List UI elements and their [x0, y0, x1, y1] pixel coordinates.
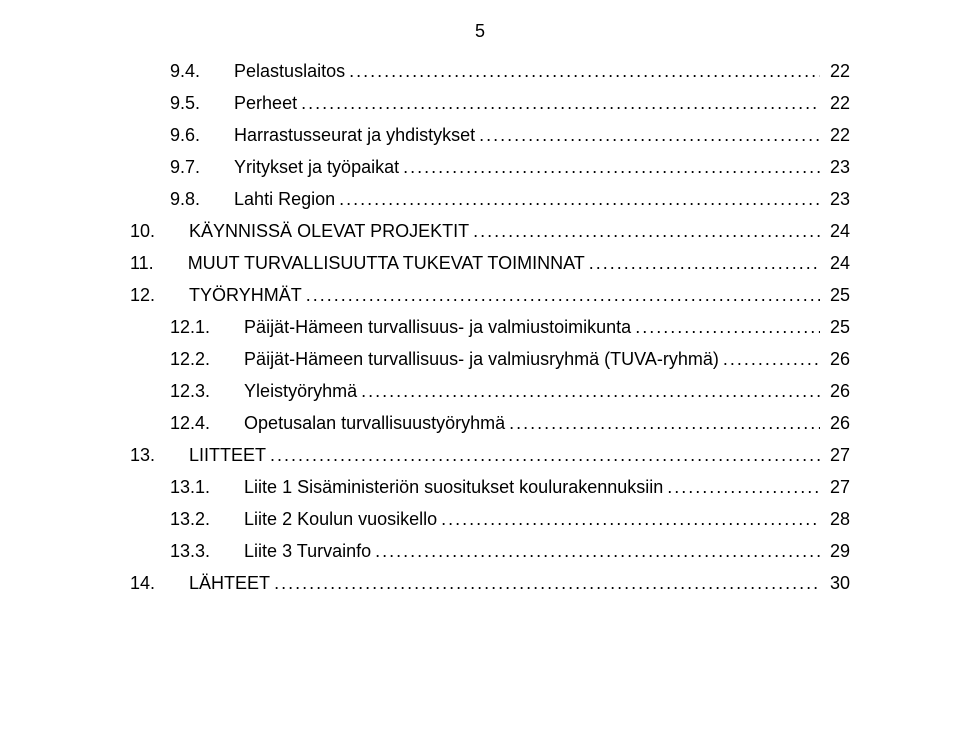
toc-entry-page: 23 [830, 158, 850, 176]
toc-entry-title: Harrastusseurat ja yhdistykset [234, 126, 475, 144]
toc-entry-number: 12. [130, 286, 155, 304]
toc-entry: 12. TYÖRYHMÄT 25 [130, 286, 850, 304]
toc-entry-title: Päijät-Hämeen turvallisuus- ja valmiusry… [244, 350, 719, 368]
toc-leader-dots [441, 510, 820, 528]
toc-leader-dots [306, 286, 820, 304]
toc-leader-dots [509, 414, 820, 432]
toc-entry-page: 30 [830, 574, 850, 592]
toc-entry-page: 25 [830, 318, 850, 336]
toc-entry-title: LIITTEET [189, 446, 266, 464]
toc-entry-title: KÄYNNISSÄ OLEVAT PROJEKTIT [189, 222, 469, 240]
toc-entry-number: 12.4. [170, 414, 210, 432]
toc-leader-dots [479, 126, 820, 144]
toc-entry: 9.8. Lahti Region 23 [130, 190, 850, 208]
toc-entry-page: 22 [830, 126, 850, 144]
toc-leader-dots [270, 446, 820, 464]
toc-entry-number: 9.4. [170, 62, 200, 80]
toc-entry-number: 13. [130, 446, 155, 464]
toc-leader-dots [349, 62, 820, 80]
toc-entry-page: 25 [830, 286, 850, 304]
toc-entry-title: Liite 1 Sisäministeriön suositukset koul… [244, 478, 663, 496]
toc-entry-number: 9.7. [170, 158, 200, 176]
toc-entry: 9.7. Yritykset ja työpaikat 23 [130, 158, 850, 176]
toc-entry-number: 13.3. [170, 542, 210, 560]
toc-entry-number: 13.2. [170, 510, 210, 528]
toc-entry: 13.1. Liite 1 Sisäministeriön suositukset… [130, 478, 850, 496]
toc-entry-page: 22 [830, 94, 850, 112]
toc-entry: 9.5. Perheet 22 [130, 94, 850, 112]
toc-entry-page: 26 [830, 382, 850, 400]
toc-entry: 12.3. Yleistyöryhmä 26 [130, 382, 850, 400]
toc-leader-dots [403, 158, 820, 176]
toc-leader-dots [339, 190, 820, 208]
toc-entry-number: 14. [130, 574, 155, 592]
toc-entry-page: 22 [830, 62, 850, 80]
toc-leader-dots [361, 382, 820, 400]
toc-entry-number: 12.1. [170, 318, 210, 336]
toc-leader-dots [473, 222, 820, 240]
toc-entry-title: LÄHTEET [189, 574, 270, 592]
toc-entry: 12.2. Päijät-Hämeen turvallisuus- ja valm… [130, 350, 850, 368]
toc-entry-number: 9.8. [170, 190, 200, 208]
toc-entry-title: Lahti Region [234, 190, 335, 208]
toc-entry-number: 9.5. [170, 94, 200, 112]
toc-entry-number: 10. [130, 222, 155, 240]
toc-entry-number: 11. [130, 254, 154, 272]
toc-entry: 9.4. Pelastuslaitos 22 [130, 62, 850, 80]
toc-entry-title: Yleistyöryhmä [244, 382, 357, 400]
toc-entry: 12.4. Opetusalan turvallisuustyöryhmä 26 [130, 414, 850, 432]
toc-entry-title: MUUT TURVALLISUUTTA TUKEVAT TOIMINNAT [188, 254, 585, 272]
toc-entry-page: 26 [830, 350, 850, 368]
toc-entry-title: Liite 3 Turvainfo [244, 542, 371, 560]
toc-entry-page: 27 [830, 478, 850, 496]
toc-entry-page: 24 [830, 254, 850, 272]
toc-entry-page: 28 [830, 510, 850, 528]
toc-entry-title: Opetusalan turvallisuustyöryhmä [244, 414, 505, 432]
toc-entry-page: 29 [830, 542, 850, 560]
toc-entry: 10. KÄYNNISSÄ OLEVAT PROJEKTIT 24 [130, 222, 850, 240]
toc-entry-page: 26 [830, 414, 850, 432]
toc-entry: 14. LÄHTEET 30 [130, 574, 850, 592]
toc-entry-number: 12.3. [170, 382, 210, 400]
toc-entry-number: 13.1. [170, 478, 210, 496]
toc-entry: 9.6. Harrastusseurat ja yhdistykset 22 [130, 126, 850, 144]
toc-entry: 11. MUUT TURVALLISUUTTA TUKEVAT TOIMINNAT… [130, 254, 850, 272]
toc-entry-page: 27 [830, 446, 850, 464]
table-of-contents: 9.4. Pelastuslaitos 22 9.5. Perheet 22 9.6. Har… [130, 62, 850, 592]
toc-entry-page: 24 [830, 222, 850, 240]
toc-entry-title: Yritykset ja työpaikat [234, 158, 399, 176]
toc-entry-title: Liite 2 Koulun vuosikello [244, 510, 437, 528]
toc-entry-title: TYÖRYHMÄT [189, 286, 302, 304]
toc-entry-number: 12.2. [170, 350, 210, 368]
toc-entry: 13.2. Liite 2 Koulun vuosikello 28 [130, 510, 850, 528]
toc-leader-dots [301, 94, 820, 112]
toc-leader-dots [589, 254, 820, 272]
toc-leader-dots [635, 318, 820, 336]
toc-leader-dots [375, 542, 820, 560]
toc-entry: 13. LIITTEET 27 [130, 446, 850, 464]
document-page: 5 9.4. Pelastuslaitos 22 9.5. Perheet 22 9.6. H… [0, 0, 960, 741]
toc-entry-title: Päijät-Hämeen turvallisuus- ja valmiusto… [244, 318, 631, 336]
toc-entry-title: Pelastuslaitos [234, 62, 345, 80]
toc-leader-dots [723, 350, 820, 368]
toc-entry-title: Perheet [234, 94, 297, 112]
toc-entry-number: 9.6. [170, 126, 200, 144]
toc-entry-page: 23 [830, 190, 850, 208]
toc-entry: 12.1. Päijät-Hämeen turvallisuus- ja valm… [130, 318, 850, 336]
page-number: 5 [0, 22, 960, 40]
toc-leader-dots [274, 574, 820, 592]
toc-leader-dots [667, 478, 820, 496]
toc-entry: 13.3. Liite 3 Turvainfo 29 [130, 542, 850, 560]
